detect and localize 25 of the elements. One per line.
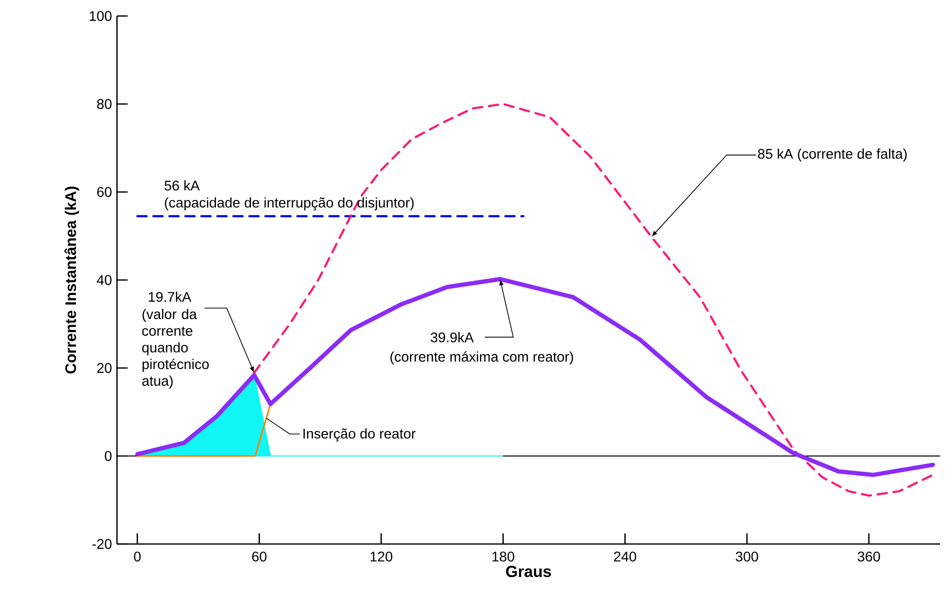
annotation: Inserção do reator [303,428,416,442]
y-tick-label: 40 [96,275,112,285]
x-tick-label: 300 [736,552,758,562]
annotation: 56 kA [164,180,200,191]
y-tick-label: 60 [97,187,112,197]
x-tick-label: 180 [492,552,514,562]
annotation: 85 kA (corrente de falta) [758,148,907,162]
x-tick-label: 240 [614,552,636,562]
x-tick-label: 360 [858,552,880,562]
y-tick-label: 20 [97,363,112,373]
y-axis-title: Corrente Instantânea (kA) [64,186,80,374]
y-tick-label: 0 [104,451,112,461]
annotation: (capacidade de interrupção do disjuntor) [164,197,414,210]
line-series [135,276,936,478]
annotation: 19.7kA [148,292,192,302]
y-tick-label: 100 [90,11,112,21]
annotation: (valor da corrente quando pirotécnico atua) [142,308,209,389]
x-tick-label: 60 [252,552,266,562]
annotation: (corrente máxima com reator) [390,351,574,364]
x-tick-label: 0 [134,552,141,562]
y-tick-label: -20 [92,539,112,549]
x-axis-title: Graus [506,566,551,578]
y-tick-label: 80 [97,99,112,109]
annotation: 39.9kA [430,332,474,342]
x-tick-label: 120 [370,552,392,562]
